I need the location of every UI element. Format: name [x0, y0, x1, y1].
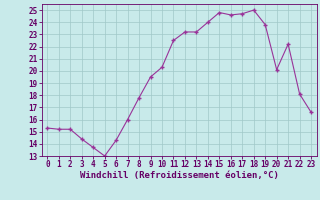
X-axis label: Windchill (Refroidissement éolien,°C): Windchill (Refroidissement éolien,°C) — [80, 171, 279, 180]
